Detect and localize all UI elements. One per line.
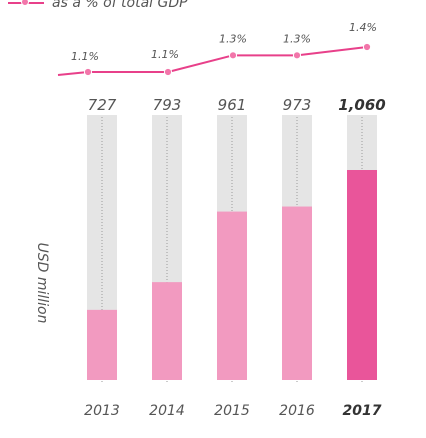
line-point-2014: [163, 67, 173, 77]
line-value-label-2014: 1.1%: [151, 48, 179, 61]
bar-value-label-2013: 727: [88, 96, 117, 114]
bar-value-label-2014: 793: [153, 96, 182, 114]
gdp-share-line: [57, 46, 368, 76]
line-point-2017: [362, 42, 372, 52]
legend-label: as a % of total GDP: [52, 0, 188, 11]
legend-line-marker-icon: [8, 0, 44, 10]
line-point-2015: [228, 51, 238, 60]
bar-2013: [87, 309, 117, 380]
legend: as a % of total GDP: [8, 0, 188, 11]
line-value-label-2013: 1.1%: [71, 50, 99, 63]
x-tick-label-2016: 2016: [279, 403, 315, 419]
bar-2016: [282, 206, 312, 380]
line-value-label-2016: 1.3%: [283, 32, 311, 45]
bar-value-label-2016: 973: [283, 96, 312, 114]
bar-2015: [217, 211, 247, 380]
x-tick-label-2013: 2013: [84, 403, 120, 419]
line-value-label-2015: 1.3%: [219, 32, 247, 45]
bar-2017: [347, 170, 377, 380]
line-value-label-2017: 1.4%: [349, 21, 377, 34]
line-point-2016: [292, 51, 302, 60]
x-tick-label-2015: 2015: [214, 403, 250, 419]
bar-value-label-2017: 1,060: [338, 96, 385, 114]
x-tick-label-2014: 2014: [149, 403, 185, 419]
bar-2014: [152, 282, 182, 380]
line-point-2013: [83, 67, 93, 77]
bar-value-label-2015: 961: [218, 96, 247, 114]
x-tick-label-2017: 2017: [343, 403, 382, 419]
